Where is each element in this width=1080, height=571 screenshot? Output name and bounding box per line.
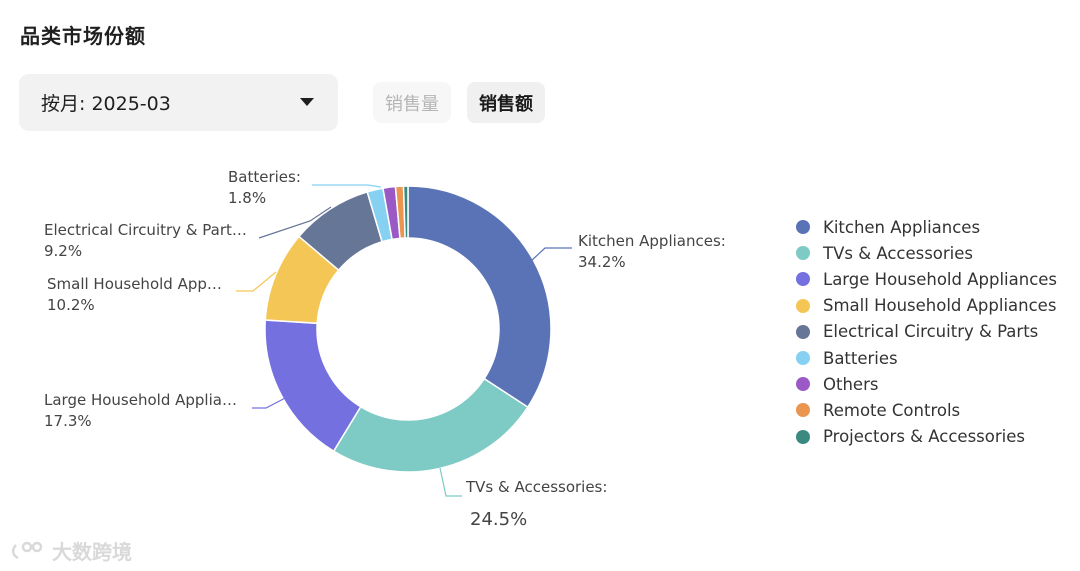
- data-label-value: 9.2%: [44, 242, 82, 260]
- donut-slice-tvs-accessories[interactable]: [332, 377, 529, 473]
- data-label-value: 10.2%: [47, 296, 95, 314]
- legend-item[interactable]: Remote Controls: [796, 397, 1057, 423]
- legend-color-dot: [796, 403, 810, 418]
- legend-label: Large Household Appliances: [823, 269, 1058, 289]
- label-leader-line: [236, 271, 277, 292]
- data-label-value: 17.3%: [44, 412, 92, 430]
- data-label-name: Large Household Applia…: [44, 391, 237, 409]
- legend-label: Electrical Circuitry & Parts: [823, 322, 1039, 342]
- data-label-value: 24.5%: [470, 509, 527, 530]
- legend-item[interactable]: Kitchen Appliances: [796, 214, 1057, 240]
- legend-item[interactable]: Batteries: [796, 345, 1057, 371]
- watermark-text: 大数跨境: [52, 540, 132, 564]
- watermark-logo-icon: [12, 541, 43, 559]
- period-select-value: 按月: 2025-03: [41, 93, 171, 115]
- legend-label: Others: [823, 374, 879, 394]
- legend-item[interactable]: TVs & Accessories: [796, 240, 1057, 266]
- legend-label: Kitchen Appliances: [823, 217, 981, 237]
- label-leader-line: [439, 467, 462, 497]
- legend-label: Batteries: [823, 348, 898, 368]
- legend-color-dot: [796, 298, 810, 313]
- period-select[interactable]: 按月: 2025-03: [19, 74, 338, 131]
- label-leader-line: [529, 247, 572, 263]
- chevron-down-icon[interactable]: [300, 98, 314, 106]
- donut-slice-projectors-accessories[interactable]: [402, 185, 409, 239]
- data-label-name: Electrical Circuitry & Part…: [44, 221, 247, 239]
- legend-item[interactable]: Large Household Appliances: [796, 266, 1057, 292]
- legend-label: Small Household Appliances: [823, 296, 1057, 316]
- legend-label: TVs & Accessories: [823, 243, 974, 263]
- label-leader-line: [252, 394, 292, 409]
- chart-legend: Kitchen Appliances TVs & Accessories Large…: [796, 214, 1057, 450]
- data-label-value: 1.8%: [228, 189, 266, 207]
- legend-item[interactable]: Electrical Circuitry & Parts: [796, 319, 1057, 345]
- page-title: 品类市场份额: [20, 24, 146, 48]
- legend-color-dot: [796, 377, 810, 392]
- data-label-name: TVs & Accessories:: [465, 478, 607, 496]
- legend-color-dot: [796, 351, 810, 366]
- label-leader-line: [258, 206, 332, 239]
- data-label-name: Kitchen Appliances:: [578, 232, 726, 250]
- legend-color-dot: [796, 272, 810, 287]
- legend-color-dot: [796, 429, 810, 444]
- legend-color-dot: [796, 220, 810, 235]
- data-label-name: Small Household App…: [47, 275, 222, 293]
- legend-color-dot: [796, 246, 810, 261]
- watermark: 大数跨境: [10, 536, 132, 565]
- label-leader-line: [312, 184, 382, 188]
- legend-item[interactable]: Others: [796, 371, 1057, 397]
- toggle-sales-amount[interactable]: 销售额: [467, 82, 545, 123]
- donut-slice-kitchen-appliances[interactable]: [407, 185, 552, 409]
- donut-slice-large-household-appliances[interactable]: [264, 319, 362, 453]
- legend-item[interactable]: Small Household Appliances: [796, 293, 1057, 319]
- data-label-value: 34.2%: [578, 253, 626, 271]
- legend-label: Remote Controls: [823, 400, 961, 420]
- legend-color-dot: [796, 324, 810, 339]
- legend-label: Projectors & Accessories: [823, 427, 1025, 447]
- legend-item[interactable]: Projectors & Accessories: [796, 424, 1057, 450]
- data-label-name: Batteries:: [228, 168, 301, 186]
- toggle-sales-quantity[interactable]: 销售量: [373, 82, 451, 123]
